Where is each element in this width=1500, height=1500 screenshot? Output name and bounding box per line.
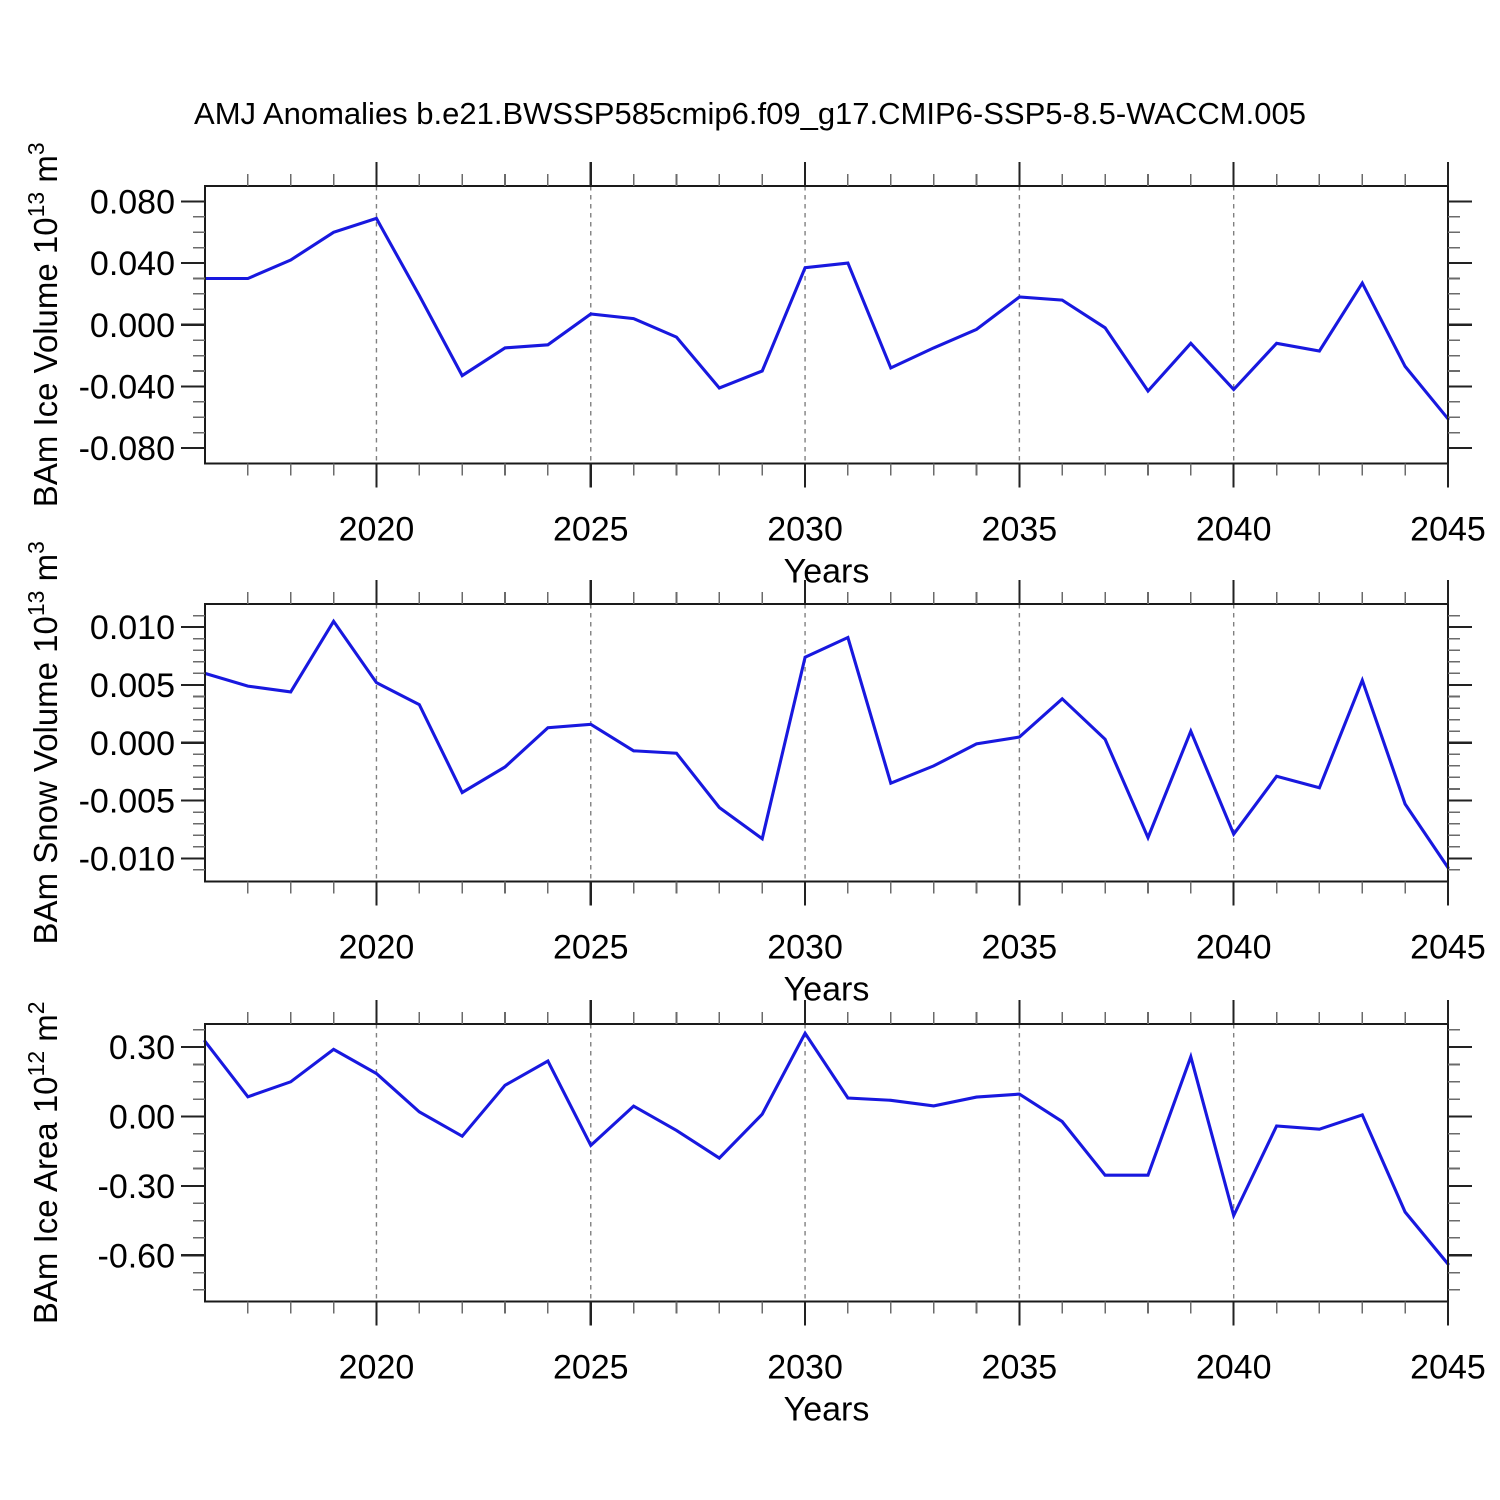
y-tick-label: 0.005 <box>90 667 175 705</box>
x-tick-label: 2025 <box>553 1349 629 1387</box>
y-tick-label: -0.60 <box>98 1237 176 1275</box>
series-line-snow-volume <box>203 618 1450 870</box>
x-tick-label: 2035 <box>982 511 1058 549</box>
x-axis-title: Years <box>784 553 870 591</box>
panel-ice-volume: 0.080 0.040 0.000 -0.040 -0.080 2020 2025 2030 2… <box>23 142 1486 590</box>
x-tick-label: 2040 <box>1196 511 1272 549</box>
series-line-ice-volume <box>203 216 1450 421</box>
y-tick-label: 0.010 <box>90 609 175 647</box>
gridlines <box>375 604 1235 882</box>
y-axis-title: BAm Ice Volume 1013 m3 <box>23 142 64 507</box>
series-line-ice-area <box>203 1030 1450 1266</box>
x-tick-label: 2020 <box>339 511 415 549</box>
y-axis-title: BAm Snow Volume 1013 m3 <box>23 541 64 944</box>
y-tick-label: 0.040 <box>90 245 175 283</box>
x-axis-title: Years <box>784 971 870 1009</box>
y-tick-label: -0.040 <box>79 368 175 406</box>
y-tick-label: -0.010 <box>79 840 175 878</box>
x-tick-label: 2035 <box>982 929 1058 967</box>
ticks <box>181 1000 1472 1326</box>
y-tick-label: -0.30 <box>98 1168 176 1206</box>
x-tick-label: 2045 <box>1410 1349 1486 1387</box>
plot-frame <box>203 184 1450 465</box>
x-tick-label: 2030 <box>767 511 843 549</box>
x-tick-label: 2030 <box>767 1349 843 1387</box>
chart-title: AMJ Anomalies b.e21.BWSSP585cmip6.f09_g1… <box>194 96 1306 131</box>
y-tick-label: 0.080 <box>90 183 175 221</box>
y-tick-label: -0.005 <box>79 783 175 821</box>
gridlines <box>375 1024 1235 1302</box>
y-tick-label: 0.00 <box>109 1099 175 1137</box>
gridlines <box>375 186 1235 464</box>
x-tick-label: 2020 <box>339 1349 415 1387</box>
panel-ice-area: 0.30 0.00 -0.30 -0.60 2020 2025 2030 2035 2040 20… <box>23 1000 1486 1429</box>
x-tick-label: 2020 <box>339 929 415 967</box>
y-axis-title: BAm Ice Area 1012 m2 <box>23 1001 64 1324</box>
x-tick-label: 2040 <box>1196 1349 1272 1387</box>
y-tick-label: 0.000 <box>90 725 175 763</box>
x-axis-title: Years <box>784 1391 870 1429</box>
x-tick-label: 2030 <box>767 929 843 967</box>
x-tick-label: 2040 <box>1196 929 1272 967</box>
x-tick-label: 2025 <box>553 511 629 549</box>
y-tick-label: 0.000 <box>90 307 175 345</box>
panel-snow-volume: 0.010 0.005 0.000 -0.005 -0.010 2020 2025 2030 2… <box>23 541 1486 1008</box>
plot-frame <box>203 602 1450 883</box>
y-tick-label: 0.30 <box>109 1029 175 1067</box>
y-tick-label: -0.080 <box>79 430 175 468</box>
ticks <box>181 580 1472 906</box>
ticks <box>181 162 1472 488</box>
x-tick-label: 2045 <box>1410 929 1486 967</box>
plot-frame <box>203 1022 1450 1303</box>
x-tick-label: 2025 <box>553 929 629 967</box>
x-tick-label: 2035 <box>982 1349 1058 1387</box>
x-tick-label: 2045 <box>1410 511 1486 549</box>
